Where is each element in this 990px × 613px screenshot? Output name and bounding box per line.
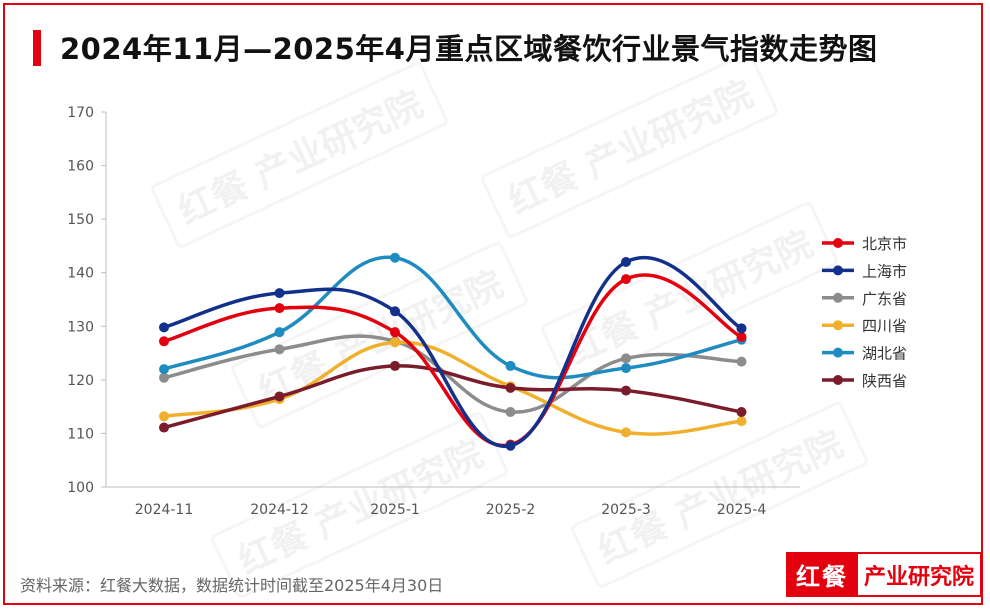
data-point: [159, 336, 169, 347]
data-point: [736, 356, 747, 367]
data-point: [159, 422, 169, 433]
data-point: [621, 363, 631, 374]
y-tick-label: 100: [67, 480, 94, 496]
x-tick-label: 2025-1: [370, 502, 420, 518]
legend-swatch-marker: [833, 265, 843, 276]
data-point: [390, 327, 400, 338]
y-tick-label: 170: [67, 105, 94, 121]
data-point: [621, 385, 631, 396]
chart-frame: [3, 3, 983, 605]
series-line: [162, 364, 744, 430]
brand-logo: 红餐: [786, 552, 858, 597]
data-point: [274, 327, 285, 338]
data-point: [736, 416, 747, 427]
legend-label: 上海市: [862, 262, 907, 280]
data-point: [505, 360, 516, 371]
y-tick-label: 150: [67, 212, 94, 228]
y-tick-label: 120: [67, 373, 94, 389]
chart-title: 2024年11月—2025年4月重点区域餐饮行业景气指数走势图: [60, 32, 878, 66]
data-point: [390, 337, 400, 348]
legend-label: 湖北省: [862, 345, 907, 363]
series-line: [162, 255, 744, 448]
data-point: [390, 306, 400, 317]
data-point: [505, 407, 516, 417]
data-point: [274, 288, 285, 299]
x-tick-label: 2025-4: [717, 502, 767, 518]
y-tick-label: 160: [67, 159, 94, 175]
data-point: [390, 252, 400, 263]
data-point: [274, 391, 285, 402]
x-tick-label: 2025-2: [486, 502, 536, 518]
data-point: [736, 407, 747, 417]
data-point: [736, 332, 747, 342]
series-line: [162, 340, 744, 436]
data-point: [505, 440, 516, 451]
legend-label: 陕西省: [862, 372, 907, 390]
y-tick-label: 130: [67, 319, 94, 335]
data-point: [274, 303, 285, 314]
data-point: [621, 353, 631, 364]
data-point: [274, 344, 285, 355]
data-point: [621, 257, 631, 267]
legend-swatch-marker: [833, 347, 843, 358]
legend-swatch-marker: [833, 292, 843, 303]
legend-swatch-marker: [833, 238, 843, 248]
data-point: [390, 360, 400, 371]
title-accent-bar: [33, 30, 41, 66]
series-line: [162, 273, 744, 448]
data-point: [505, 382, 516, 393]
data-point: [159, 322, 169, 333]
brand-name: 产业研究院: [858, 552, 983, 597]
data-point: [159, 364, 169, 375]
data-point: [736, 323, 747, 334]
data-point: [159, 372, 169, 383]
data-point: [621, 427, 631, 438]
y-tick-label: 140: [67, 266, 94, 282]
y-tick-label: 110: [67, 426, 94, 442]
data-point: [159, 411, 169, 422]
source-note: 资料来源：红餐大数据，数据统计时间截至2025年4月30日: [20, 576, 444, 595]
brand-badge: 红餐 产业研究院: [786, 552, 983, 597]
x-tick-label: 2024-12: [250, 502, 309, 518]
legend-swatch-marker: [833, 375, 843, 385]
x-tick-label: 2025-3: [601, 502, 651, 518]
data-point: [621, 274, 631, 285]
legend-label: 四川省: [862, 317, 907, 335]
x-tick-label: 2024-11: [135, 502, 194, 518]
legend-label: 广东省: [862, 290, 907, 308]
legend-swatch-marker: [833, 320, 843, 331]
legend-label: 北京市: [862, 235, 907, 253]
